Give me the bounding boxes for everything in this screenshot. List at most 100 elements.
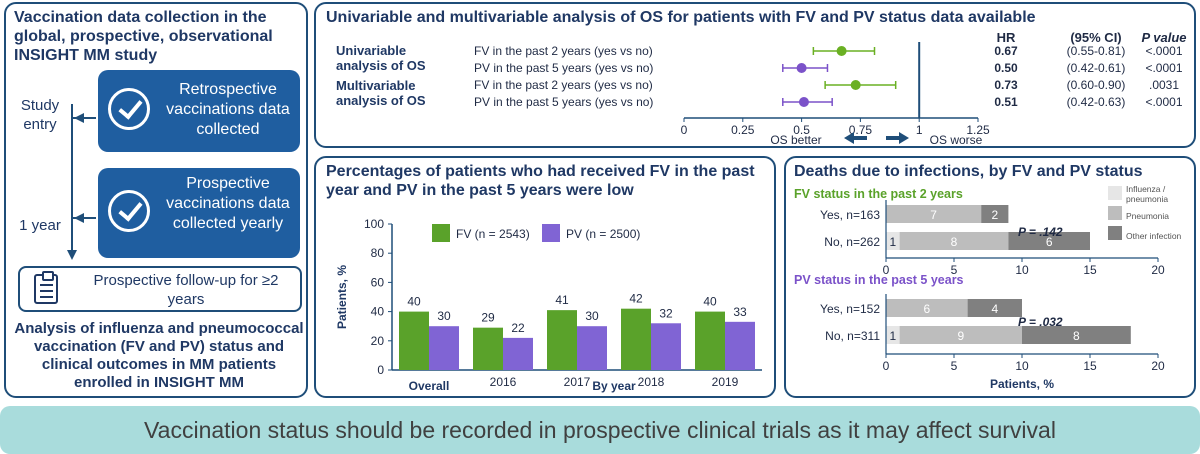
deaths-stacked-chart: Influenza /pneumonia Pneumonia Other infec… [794, 184, 1182, 391]
deaths-segment [886, 326, 900, 344]
bar-chart-title-line1: Percentages of patients who had received… [326, 163, 755, 180]
vaccination-rates-panel: Percentages of patients who had received… [314, 156, 776, 398]
forest-hr-point [796, 63, 807, 73]
deaths-segment-label: 6 [1046, 235, 1053, 249]
forest-x-tick-label: 1.25 [966, 123, 990, 137]
bar-pv [577, 326, 607, 370]
forest-row-label: FV in the past 2 years (yes vs no) [474, 78, 653, 92]
bar-value-label: 40 [703, 295, 717, 309]
forest-x-tick-label: 1 [916, 123, 923, 137]
bar-fv [695, 311, 725, 370]
deaths-x-tick-label: 20 [1151, 263, 1165, 277]
os-better-arrow [844, 132, 854, 144]
deaths-legend-swatch [1108, 186, 1122, 200]
os-worse-arrow [899, 132, 909, 144]
deaths-row-label: No, n=262 [824, 235, 880, 249]
os-better-label: OS better [770, 133, 821, 146]
bar-pv [503, 337, 533, 370]
forest-p-value: .0031 [1149, 78, 1179, 92]
deaths-segment [1022, 326, 1131, 344]
deaths-legend-label: Pneumonia [1126, 211, 1169, 221]
deaths-x-tick-label: 20 [1151, 359, 1165, 373]
deaths-segment-label: 1 [889, 235, 896, 249]
deaths-row-label: Yes, n=163 [820, 208, 880, 222]
bar-pv [651, 323, 681, 370]
study-entry-label: Study entry [20, 97, 60, 133]
check-circle-icon [108, 88, 150, 130]
bar-y-tick-label: 80 [371, 246, 385, 260]
bar-chart-title-line2: year and PV in the past 5 years were low [326, 182, 634, 199]
deaths-title: Deaths due to infections, by FV and PV s… [794, 163, 1143, 180]
deaths-legend-label: Other infection [1126, 231, 1182, 241]
deaths-segment-label: 8 [1073, 329, 1080, 343]
forest-p-value: <.0001 [1145, 61, 1182, 75]
bar-value-label: 32 [659, 306, 673, 320]
bar-category-label: 2016 [490, 375, 517, 389]
deaths-segment-label: 1 [889, 329, 896, 343]
bar-legend-swatch [542, 224, 560, 242]
deaths-segment [967, 299, 1022, 317]
deaths-subpanel-title: FV status in the past 2 years [794, 187, 963, 201]
deaths-segment [886, 232, 900, 250]
os-worse-arrow-shaft [886, 136, 900, 140]
bar-pv [725, 321, 755, 370]
forest-ci-value: (0.60-0.90) [1067, 78, 1126, 92]
p-column-header: P value [1141, 30, 1186, 45]
forest-hr-value: 0.50 [994, 61, 1018, 75]
bar-pv [429, 326, 459, 370]
os-better-arrow-shaft [853, 136, 867, 140]
bar-value-label: 42 [629, 292, 643, 306]
forest-x-tick-label: 0.25 [731, 123, 755, 137]
deaths-row-label: Yes, n=152 [820, 302, 880, 316]
deaths-x-tick-label: 0 [883, 359, 890, 373]
forest-x-tick-label: 0 [681, 123, 688, 137]
forest-row-label: PV in the past 5 years (yes vs no) [474, 95, 653, 109]
bar-y-tick-label: 60 [371, 275, 385, 289]
bar-value-label: 22 [511, 321, 525, 335]
deaths-x-tick-label: 5 [951, 359, 958, 373]
retrospective-data-box: Retrospective vaccinations data collecte… [98, 70, 300, 152]
forest-ci-value: (0.42-0.61) [1067, 61, 1126, 75]
study-design-title: Vaccination data collection in the globa… [14, 9, 273, 64]
deaths-segment [886, 205, 982, 223]
overall-label: Overall [409, 379, 450, 393]
analysis-summary: Analysis of influenza and pneumococcal v… [14, 320, 304, 391]
conclusion-text: Vaccination status should be recorded in… [144, 417, 1056, 443]
deaths-panel: Deaths due to infections, by FV and PV s… [784, 156, 1196, 398]
deaths-x-tick-label: 15 [1083, 263, 1097, 277]
forest-plot: HR (95% CI) P value Univariable analysis… [336, 30, 1187, 146]
forest-hr-value: 0.51 [994, 95, 1018, 109]
multivariable-label-2: analysis of OS [336, 93, 426, 108]
deaths-legend-swatch [1108, 226, 1122, 240]
deaths-x-tick-label: 5 [951, 263, 958, 277]
deaths-segment-label: 4 [991, 302, 998, 316]
deaths-x-axis-label: Patients, % [990, 377, 1054, 391]
deaths-x-tick-label: 15 [1083, 359, 1097, 373]
followup-text: Prospective follow-up for ≥2 years [93, 272, 279, 308]
bar-category-label: 2019 [712, 375, 739, 389]
univariable-label-2: analysis of OS [336, 58, 426, 73]
bar-y-tick-label: 20 [371, 334, 385, 348]
conclusion-banner: Vaccination status should be recorded in… [0, 406, 1200, 454]
forest-hr-point [798, 97, 809, 107]
bar-value-label: 29 [481, 311, 495, 325]
bar-fv [473, 327, 503, 370]
forest-p-value: <.0001 [1145, 95, 1182, 109]
deaths-p-value: P = .032 [1018, 315, 1063, 329]
forest-plot-title: Univariable and multivariable analysis o… [326, 9, 1036, 26]
deaths-legend-label: pneumonia [1126, 194, 1168, 204]
bar-category-label: 2017 [564, 375, 591, 389]
forest-ci-value: (0.55-0.81) [1067, 44, 1126, 58]
forest-hr-point [850, 80, 861, 90]
forest-x-tick-label: 0.5 [793, 123, 810, 137]
retrospective-data-text: Retrospective vaccinations data collecte… [166, 81, 290, 138]
deaths-x-tick-label: 0 [883, 263, 890, 277]
forest-hr-point [836, 46, 847, 56]
followup-box: Prospective follow-up for ≥2 years [18, 266, 302, 312]
study-design-panel: Vaccination data collection in the globa… [4, 2, 308, 398]
bar-value-label: 40 [407, 295, 421, 309]
bar-fv [547, 310, 577, 370]
bar-value-label: 41 [555, 293, 569, 307]
deaths-subpanel-title: PV status in the past 5 years [794, 273, 964, 287]
deaths-legend-swatch [1108, 206, 1122, 220]
